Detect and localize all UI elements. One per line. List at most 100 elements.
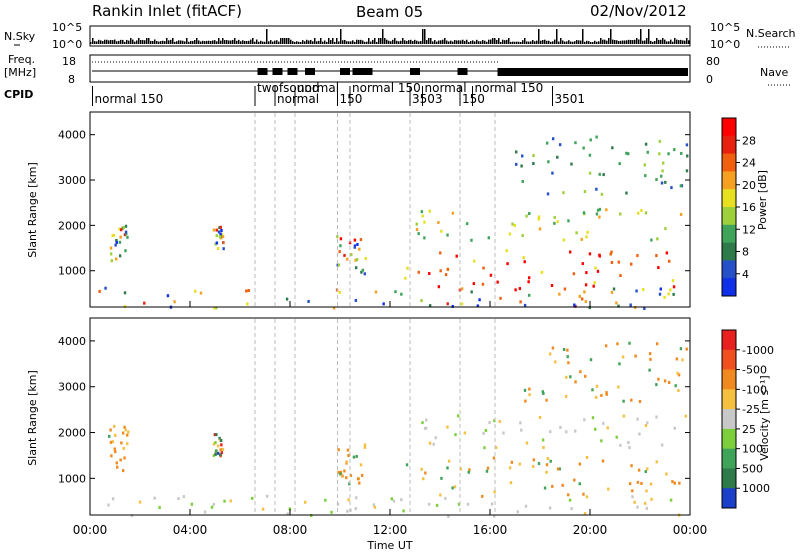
power-y-axis: 1000 2000 3000 4000 <box>58 129 690 278</box>
nsky-bar <box>174 41 176 44</box>
echo-cell <box>355 454 358 458</box>
nsky-bar <box>618 40 620 44</box>
nsky-bar <box>276 40 278 44</box>
echo-cell <box>446 267 450 271</box>
echo-cell <box>435 503 439 507</box>
nsky-bar <box>232 39 234 44</box>
echo-cell <box>521 179 524 183</box>
echo-cell <box>447 514 450 518</box>
echo-cell <box>470 238 473 242</box>
echo-cell <box>337 263 341 267</box>
nsky-bar <box>222 38 224 44</box>
echo-cell <box>247 289 250 293</box>
echo-cell <box>550 283 554 287</box>
echo-cell <box>658 139 662 143</box>
nsky-bar <box>360 39 362 44</box>
echo-cell <box>519 300 522 304</box>
nsky-bar <box>384 38 386 44</box>
nsky-bar <box>90 41 92 44</box>
echo-cell <box>598 172 601 176</box>
echo-cell <box>673 426 676 430</box>
echo-cell <box>382 302 385 306</box>
freq-frame <box>89 54 691 83</box>
echo-cell <box>166 294 170 298</box>
echo-cell <box>214 451 217 455</box>
echo-cell <box>359 463 363 467</box>
nsky-bar <box>188 41 190 44</box>
echo-cell <box>402 509 405 513</box>
nsky-bar <box>552 41 554 44</box>
nsky-bar <box>196 38 198 44</box>
nsky-bar <box>358 39 360 44</box>
echo-cell <box>667 152 670 156</box>
freq-block <box>272 68 283 75</box>
nsky-bar <box>438 40 440 44</box>
nsky-bar <box>324 40 326 44</box>
echo-cell <box>124 428 127 432</box>
echo-cell <box>455 254 458 258</box>
nsky-bar <box>270 40 272 44</box>
nsky-bar <box>108 40 110 44</box>
echo-cell <box>446 233 449 237</box>
y-tick-label: 3000 <box>58 381 86 394</box>
echo-cell <box>567 493 570 497</box>
echo-cell <box>485 469 489 473</box>
echo-cell <box>679 212 683 216</box>
echo-cell <box>594 427 597 431</box>
nsky-bar <box>294 41 296 44</box>
echo-cell <box>251 496 254 500</box>
echo-cell <box>630 262 633 266</box>
cpid-label: CPID <box>4 88 33 101</box>
nsky-bar <box>134 41 136 44</box>
echo-cell <box>220 228 223 232</box>
colorbar-cell <box>722 389 736 410</box>
nsky-bar <box>408 40 410 44</box>
echo-cell <box>213 433 217 437</box>
echo-cell <box>488 421 491 425</box>
nsky-bar <box>386 39 388 44</box>
echo-cell <box>644 174 647 178</box>
nsky-bar <box>202 40 204 44</box>
echo-cell <box>618 362 621 366</box>
echo-cell <box>400 498 403 502</box>
nsky-bar <box>402 38 404 44</box>
echo-cell <box>210 505 214 509</box>
echo-cell <box>220 443 223 447</box>
nsky-bar <box>198 40 200 44</box>
echo-cell <box>528 212 531 216</box>
nsky-bar <box>670 39 672 44</box>
echo-cell <box>446 466 449 470</box>
nsky-bar <box>534 41 536 44</box>
nsky-bar <box>242 40 244 44</box>
nsky-bar <box>626 40 628 44</box>
echo-cell <box>678 481 681 485</box>
echo-cell <box>542 445 545 449</box>
echo-cell <box>657 377 660 381</box>
nsky-bar <box>210 41 212 44</box>
echo-cell <box>551 171 554 175</box>
echo-cell <box>663 379 667 383</box>
echo-cell <box>596 208 600 212</box>
echo-cell <box>343 469 346 473</box>
freq-block <box>410 68 420 75</box>
nsky-bar <box>416 40 418 44</box>
nsky-trace <box>90 29 690 44</box>
nsky-bar <box>312 41 314 44</box>
nsky-bar <box>648 29 650 44</box>
cpid-program-label: normal <box>425 81 467 95</box>
echo-cell <box>220 451 224 455</box>
echo-cell <box>627 152 630 156</box>
echo-cell <box>118 240 122 244</box>
echo-cell <box>115 461 118 465</box>
nsky-bar <box>154 39 156 44</box>
echo-cell <box>424 471 427 475</box>
echo-cell <box>470 290 473 294</box>
nsky-bar <box>272 41 274 44</box>
echo-cell <box>543 486 547 490</box>
nsky-bar <box>588 41 590 44</box>
echo-cell <box>643 306 646 310</box>
echo-cell <box>358 247 361 251</box>
nsky-bar <box>122 39 124 44</box>
nsky-bar <box>428 38 430 44</box>
nsky-bar <box>170 39 172 44</box>
